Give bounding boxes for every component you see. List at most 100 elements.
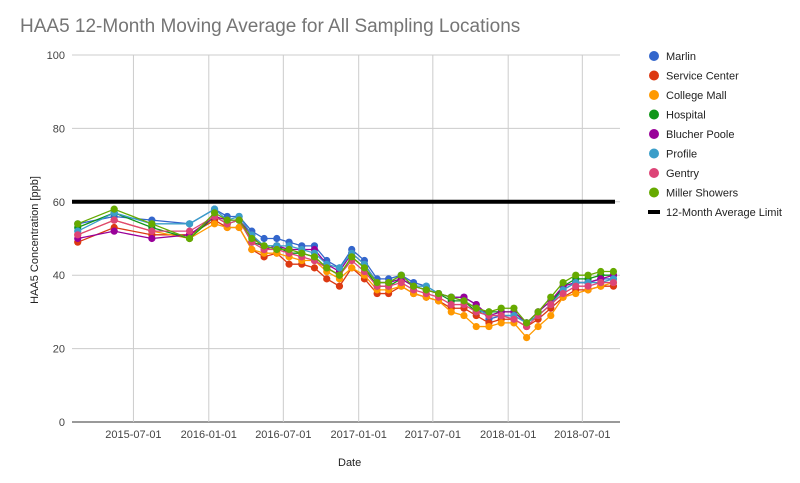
grid-lines bbox=[72, 54, 620, 423]
data-point bbox=[248, 234, 256, 243]
data-point bbox=[460, 297, 468, 305]
data-point bbox=[323, 264, 331, 272]
data-point bbox=[447, 293, 455, 301]
x-axis-title: Date bbox=[338, 457, 361, 469]
data-point bbox=[447, 308, 455, 316]
data-point bbox=[373, 278, 381, 287]
data-point bbox=[534, 308, 542, 316]
data-point bbox=[310, 253, 319, 261]
data-point bbox=[497, 304, 505, 312]
y-axis-title: HAA5 Concentration [ppb] bbox=[29, 176, 41, 304]
data-point bbox=[74, 231, 82, 239]
data-point bbox=[210, 209, 219, 217]
y-tick-label: 60 bbox=[53, 197, 65, 209]
legend-marker bbox=[649, 129, 659, 139]
data-point bbox=[597, 267, 605, 276]
x-axis-ticks: 2015-07-01 2016-01-01 2016-07-01 2017-01-01… bbox=[105, 429, 610, 441]
data-point bbox=[523, 333, 531, 342]
x-tick-label: 2018-07-01 bbox=[554, 429, 610, 441]
data-point bbox=[74, 220, 82, 228]
data-point bbox=[348, 253, 356, 261]
y-tick-label: 80 bbox=[53, 123, 65, 135]
legend-label: 12-Month Average Limit bbox=[666, 207, 782, 219]
legend-label: Marlin bbox=[666, 51, 696, 63]
data-point bbox=[273, 234, 281, 243]
data-point bbox=[547, 293, 555, 301]
data-point bbox=[235, 223, 243, 232]
data-point bbox=[422, 286, 430, 294]
data-point bbox=[485, 308, 493, 316]
data-point bbox=[409, 282, 418, 290]
data-point bbox=[547, 311, 555, 320]
data-point bbox=[547, 300, 555, 309]
data-point bbox=[298, 249, 306, 257]
data-point bbox=[497, 311, 505, 320]
x-tick-label: 2016-07-01 bbox=[255, 429, 311, 441]
data-point bbox=[348, 264, 356, 272]
data-point bbox=[460, 311, 468, 320]
data-point bbox=[472, 322, 480, 331]
data-point bbox=[584, 282, 592, 290]
data-point bbox=[384, 278, 393, 287]
legend-marker bbox=[649, 70, 659, 81]
data-point bbox=[572, 282, 580, 290]
data-point bbox=[248, 245, 256, 254]
data-point bbox=[609, 267, 618, 276]
x-tick-label: 2017-01-01 bbox=[331, 429, 387, 441]
data-point bbox=[472, 304, 480, 312]
data-point bbox=[559, 278, 567, 287]
data-point bbox=[148, 220, 156, 228]
data-point bbox=[185, 234, 194, 243]
legend-marker bbox=[649, 168, 659, 178]
legend-marker bbox=[649, 51, 659, 61]
legend-label: Blucher Poole bbox=[666, 129, 735, 141]
data-point bbox=[223, 216, 231, 224]
data-point bbox=[260, 234, 268, 243]
data-point bbox=[434, 289, 443, 298]
data-point bbox=[447, 300, 455, 309]
legend: Marlin Service Center College Mall Hospital… bbox=[648, 51, 782, 219]
data-point bbox=[397, 271, 405, 279]
data-point bbox=[110, 205, 118, 213]
data-point bbox=[185, 227, 194, 235]
data-point bbox=[584, 271, 592, 279]
data-point bbox=[210, 220, 219, 228]
data-point bbox=[235, 216, 243, 224]
series-line bbox=[77, 208, 614, 324]
data-point bbox=[310, 264, 319, 272]
legend-marker bbox=[649, 90, 659, 100]
data-point bbox=[572, 289, 580, 298]
data-point bbox=[523, 319, 531, 327]
data-point bbox=[285, 245, 293, 254]
legend-marker bbox=[649, 109, 659, 120]
data-point bbox=[485, 322, 493, 331]
data-point bbox=[497, 319, 505, 327]
y-axis-ticks: 0 20 40 60 80 100 bbox=[47, 50, 65, 429]
data-point bbox=[285, 260, 293, 268]
data-point bbox=[559, 289, 567, 298]
legend-label: Service Center bbox=[666, 71, 739, 83]
data-point bbox=[110, 216, 118, 224]
data-point bbox=[335, 271, 344, 279]
data-point bbox=[397, 278, 405, 287]
legend-label: College Mall bbox=[666, 90, 727, 102]
legend-marker bbox=[649, 187, 659, 198]
y-tick-label: 0 bbox=[59, 417, 65, 429]
data-point bbox=[323, 275, 331, 283]
series-miller-showers bbox=[74, 205, 618, 327]
data-point bbox=[260, 242, 268, 250]
y-tick-label: 20 bbox=[53, 344, 65, 356]
y-tick-label: 40 bbox=[53, 270, 65, 282]
data-point bbox=[148, 234, 156, 243]
data-point bbox=[335, 282, 344, 290]
data-point bbox=[360, 264, 369, 272]
data-point bbox=[148, 227, 156, 235]
data-point bbox=[510, 315, 518, 323]
y-tick-label: 100 bbox=[47, 50, 65, 62]
data-point bbox=[335, 264, 344, 272]
data-point bbox=[597, 278, 605, 287]
legend-marker bbox=[649, 148, 659, 159]
x-tick-label: 2016-01-01 bbox=[181, 429, 237, 441]
data-point bbox=[572, 271, 580, 279]
